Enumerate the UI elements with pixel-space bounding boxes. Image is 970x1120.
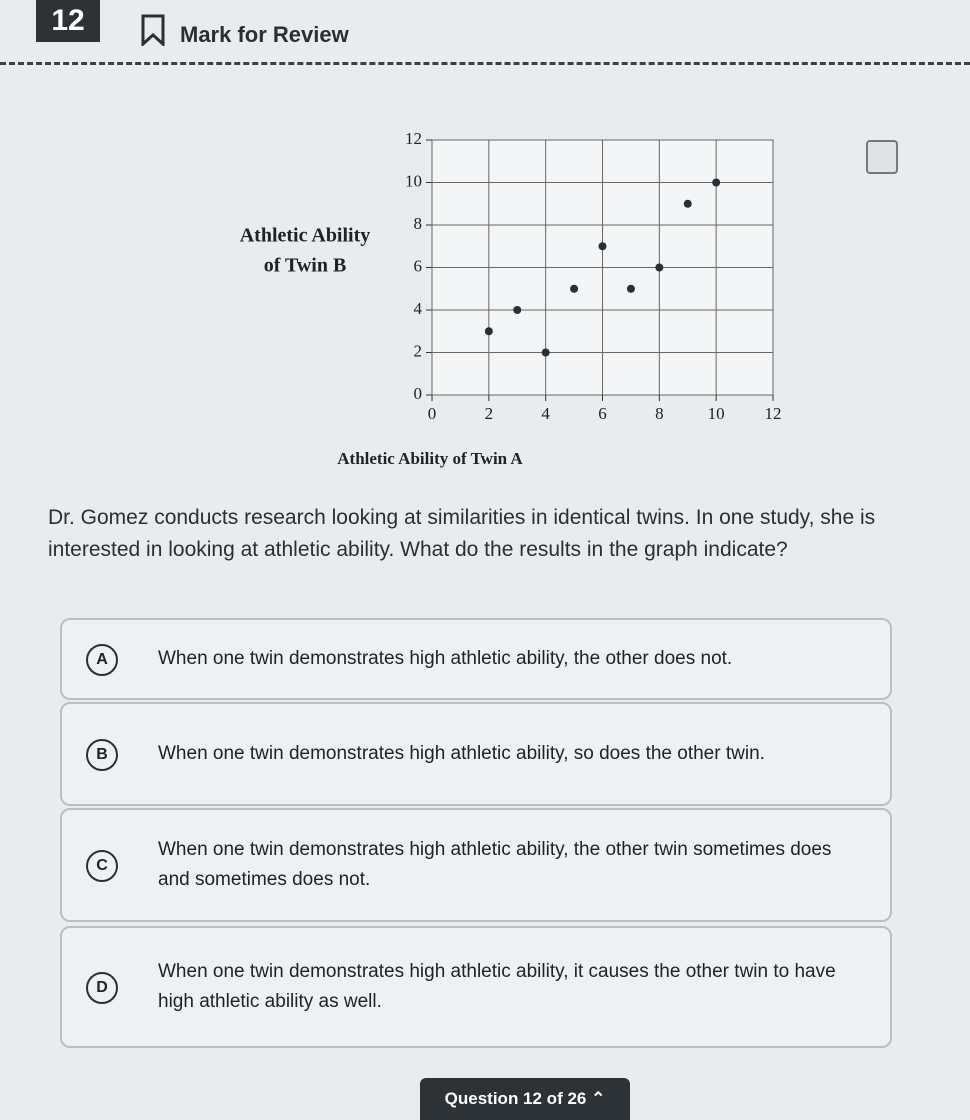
data-point [655,263,664,272]
x-axis-label: Athletic Ability of Twin A [337,449,523,468]
option-text: When one twin demonstrates high athletic… [158,648,733,669]
option[interactable]: C When one twin demonstrates high athlet… [60,808,892,922]
bookmark-icon[interactable] [140,14,166,46]
option[interactable]: B When one twin demonstrates high athlet… [60,702,892,806]
x-tick-label: 10 [708,404,725,423]
data-point [598,242,607,251]
question-navigator[interactable]: Question 12 of 26 ⌃ [420,1078,630,1120]
annotate-tool[interactable] [866,140,898,174]
option-text: When one twin demonstrates high athletic… [158,743,765,764]
option-letter: C [86,850,118,882]
x-tick-label: 2 [485,404,494,423]
x-tick-label: 4 [541,404,550,423]
y-tick-label: 2 [414,341,423,360]
x-tick-label: 12 [765,404,782,423]
data-point [712,178,721,187]
data-point [570,284,579,293]
y-tick-label: 10 [405,171,422,190]
option[interactable]: A When one twin demonstrates high athlet… [60,618,892,700]
y-tick-label: 8 [414,214,423,233]
x-tick-label: 0 [428,404,437,423]
footer-text: Question 12 of 26 [444,1089,587,1108]
option[interactable]: D When one twin demonstrates high athlet… [60,926,892,1048]
option-letter: D [86,972,118,1004]
option-letter: A [86,644,118,676]
x-tick-label: 6 [598,404,607,423]
y-tick-label: 12 [405,129,422,148]
data-point [626,284,635,293]
data-point [484,327,493,336]
y-axis-label: Athletic Ability [240,225,371,247]
y-tick-label: 0 [414,384,423,403]
y-tick-label: 4 [414,299,423,318]
chart: Athletic Ability of Twin A Athletic Abil… [240,129,782,468]
option-text: When one twin demonstrates high athletic… [158,961,836,1012]
mark-for-review[interactable]: Mark for Review [180,22,349,47]
option-letter: B [86,739,118,771]
data-point [513,306,522,314]
data-point [541,348,550,357]
option-text: When one twin demonstrates high athletic… [158,839,832,890]
question-number: 12 [36,0,100,42]
header: 12 Mark for Review [0,0,970,65]
question-text: Dr. Gomez conducts research looking at s… [48,506,876,561]
data-point [683,199,692,208]
x-tick-label: 8 [655,404,664,423]
y-tick-label: 6 [414,256,423,275]
y-axis-label: of Twin B [264,255,347,277]
